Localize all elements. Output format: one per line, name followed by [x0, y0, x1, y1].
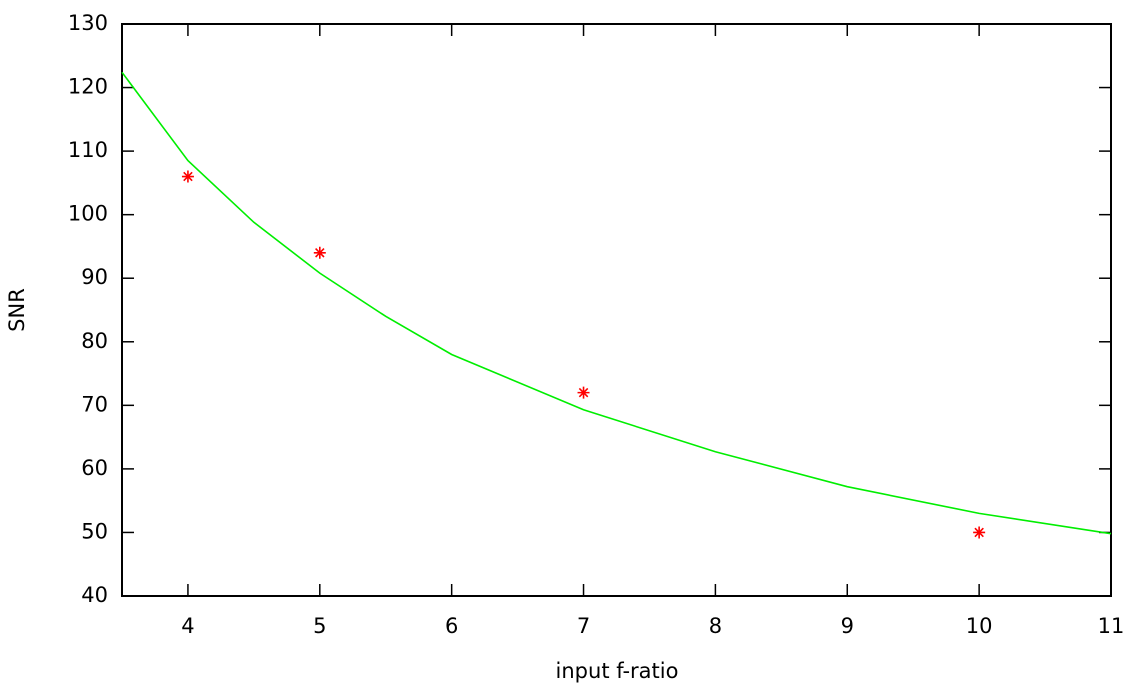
x-tick-label: 11: [1098, 614, 1125, 638]
y-tick-label: 110: [68, 138, 108, 162]
x-tick-label: 7: [577, 614, 590, 638]
y-tick-label: 90: [81, 265, 108, 289]
x-axis-label: input f-ratio: [556, 659, 679, 683]
y-tick-label: 50: [81, 519, 108, 543]
y-axis-label: SNR: [5, 288, 29, 332]
y-tick-label: 120: [68, 75, 108, 99]
x-tick-label: 10: [966, 614, 993, 638]
point: [313, 246, 326, 259]
x-tick-label: 5: [313, 614, 326, 638]
point: [577, 386, 590, 399]
y-tick-label: 70: [81, 392, 108, 416]
x-tick-label: 4: [181, 614, 194, 638]
y-tick-label: 130: [68, 11, 108, 35]
fit-line: [121, 71, 1112, 535]
point: [181, 170, 194, 183]
plot-frame: [121, 23, 1112, 597]
y-tick-label: 80: [81, 329, 108, 353]
x-tick-label: 9: [841, 614, 854, 638]
y-tick-label: 100: [68, 202, 108, 226]
x-tick-label: 6: [445, 614, 458, 638]
x-tick-label: 8: [709, 614, 722, 638]
y-tick-label: 40: [81, 583, 108, 607]
point: [973, 526, 986, 539]
y-tick-label: 60: [81, 456, 108, 480]
